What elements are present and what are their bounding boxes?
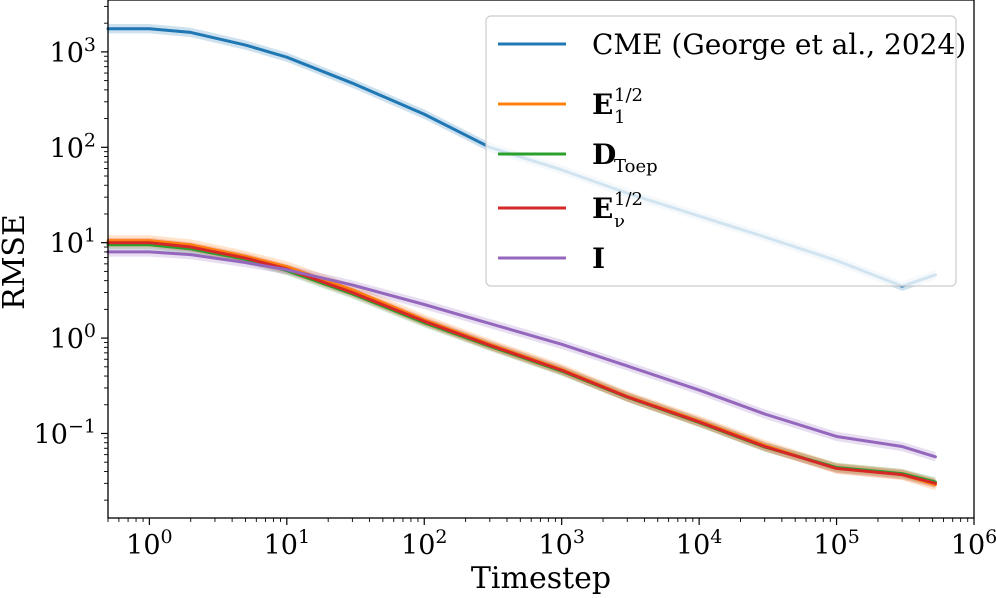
legend-box [485, 15, 957, 287]
legend-label: I [592, 242, 605, 275]
legend: CME (George et al., 2024) E1/2 1 DToep E1/2 ν… [485, 15, 966, 287]
y-tick-label: 102 [50, 129, 96, 164]
series-band-1 [108, 235, 936, 491]
legend-entry-4: I [498, 242, 605, 275]
legend-entry-3: E1/2 ν [498, 189, 643, 232]
series-line-3 [106, 241, 937, 485]
y-axis-title: RMSE [0, 214, 32, 310]
y-tick-label: 10−1 [34, 415, 96, 450]
legend-entry-0: CME (George et al., 2024) [498, 28, 966, 61]
y-tick-label: 100 [50, 320, 96, 355]
plot-area-frame [107, 0, 975, 519]
legend-entry-2: DToep [498, 138, 658, 177]
x-tick-label: 100 [126, 526, 172, 561]
legend-entry-1: E1/2 1 [498, 85, 643, 128]
x-tick-label: 103 [538, 526, 584, 561]
legend-entries: CME (George et al., 2024) E1/2 1 DToep E1/2 ν… [498, 28, 966, 275]
x-tick-label: 104 [676, 526, 722, 561]
y-tick-label: 103 [50, 34, 96, 69]
legend-label: DToep [592, 138, 658, 177]
x-tick-label: 106 [951, 526, 996, 561]
y-axis-ticks: 10−1 100 101 102 103 [34, 5, 108, 501]
x-tick-label: 105 [813, 526, 859, 561]
y-tick-label: 101 [50, 225, 96, 260]
x-tick-label: 102 [401, 526, 447, 561]
legend-label: CME (George et al., 2024) [592, 28, 966, 61]
series-line-4 [106, 250, 937, 459]
x-axis-ticks: 100 101 102 103 104 105 106 [107, 518, 996, 561]
x-axis-title: Timestep [471, 561, 611, 596]
legend-label: E1/2 1 [592, 85, 643, 128]
x-tick-label: 101 [264, 526, 310, 561]
legend-label: E1/2 ν [592, 189, 643, 232]
